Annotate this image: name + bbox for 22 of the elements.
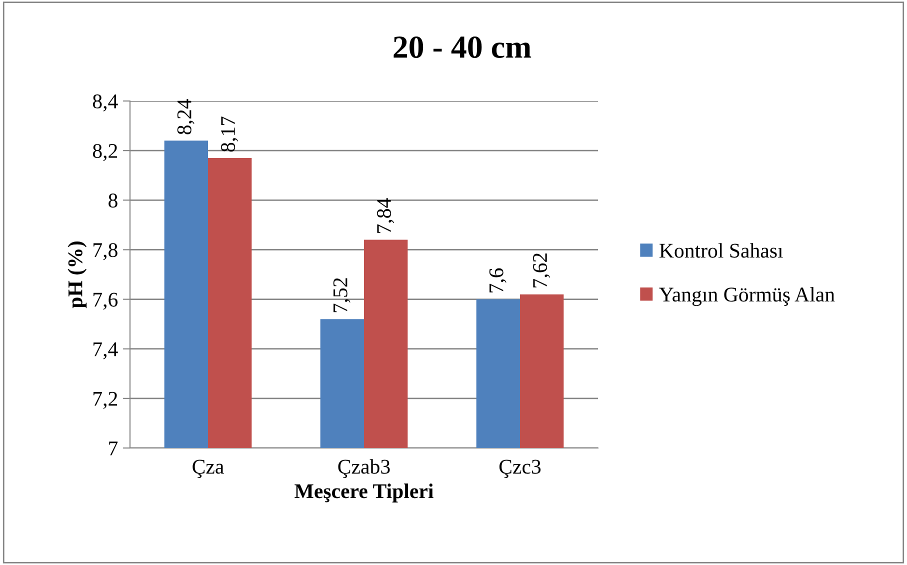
y-tick-label: 7: [109, 442, 118, 456]
data-label: 8,24: [177, 98, 194, 134]
x-tick-label: Çzab3: [338, 459, 390, 478]
x-tick-label: Çza: [192, 460, 224, 478]
data-label: 7,84: [376, 198, 394, 233]
data-label: 7,62: [533, 253, 550, 288]
data-label: 7,52: [333, 278, 350, 312]
x-tick-label: Çzc3: [499, 460, 541, 478]
y-tick-label: 7,8: [94, 243, 118, 260]
y-tick-label: 7,4: [94, 342, 118, 360]
legend-label: Yangın Görmüş Alan: [659, 286, 835, 306]
y-tick-label: 7,6: [94, 292, 118, 310]
x-axis-title: Meşcere Tipleri: [294, 484, 434, 502]
y-tick-label: 8,4: [92, 94, 118, 112]
chart-title: 20 - 40 cm: [394, 36, 532, 58]
legend-label: Kontrol Sahası: [660, 243, 783, 258]
y-tick-label: 7,2: [94, 392, 118, 409]
y-axis-title: pH (%): [68, 242, 87, 308]
data-label: 8,17: [220, 116, 238, 152]
y-tick-label: 8,2: [92, 144, 118, 162]
y-tick-label: 8: [108, 194, 118, 208]
data-label: 7,6: [489, 268, 506, 292]
